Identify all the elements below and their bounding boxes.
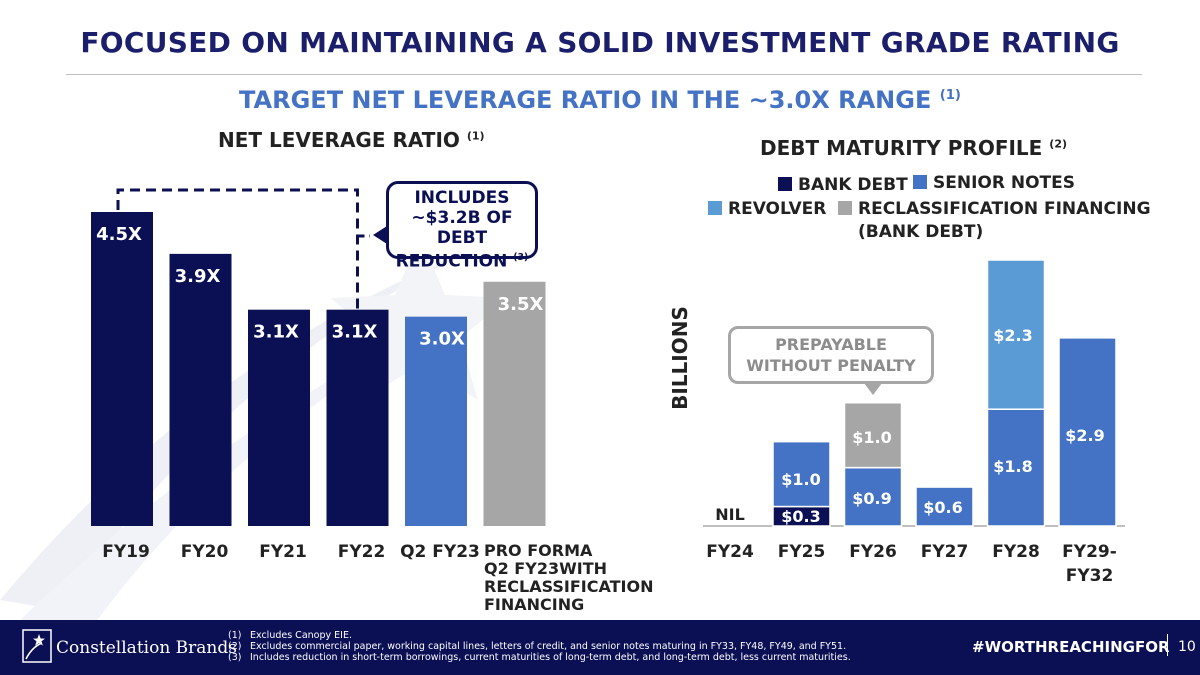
debt-category-label: FY29- <box>1062 542 1117 562</box>
reduction-bracket <box>116 188 359 318</box>
leverage-category-label: FY22 <box>338 542 386 562</box>
debt-value-label: $1.8 <box>993 457 1032 476</box>
footnote: (2) Excludes commercial paper, working ca… <box>228 641 847 652</box>
leverage-value-label: 3.1X <box>253 322 299 343</box>
debt-value-label: $0.6 <box>923 498 962 517</box>
debt-bar-segment <box>915 486 974 527</box>
leverage-value-label: 3.0X <box>419 329 465 350</box>
nil-label: NIL <box>715 505 745 524</box>
leverage-category-label: FY20 <box>181 542 229 562</box>
debt-value-label: $2.9 <box>1065 426 1104 445</box>
debt-y-axis-label: BILLIONS <box>668 306 692 410</box>
callout-line: ~$3.2B OF DEBT <box>411 208 513 248</box>
slide-subtitle: TARGET NET LEVERAGE RATIO IN THE ~3.0X R… <box>239 86 961 114</box>
brand-name: Constellation Brands <box>56 638 237 658</box>
leverage-bar <box>405 316 467 526</box>
legend-item-senior-notes: SENIOR NOTES <box>913 173 1075 193</box>
callout-line: REDUCTION (3) <box>395 251 529 272</box>
legend-swatch <box>708 201 722 215</box>
leverage-category-label: Q2 FY23 <box>400 542 480 562</box>
legend-item-revolver: REVOLVER <box>708 199 826 219</box>
debt-bar-segment <box>843 401 903 469</box>
leverage-category-label: FY21 <box>259 542 307 562</box>
slide-title: FOCUSED ON MAINTAINING A SOLID INVESTMEN… <box>80 26 1120 59</box>
leverage-value-label: 3.9X <box>175 266 221 287</box>
debt-category-label: FY26 <box>849 542 897 562</box>
debt-bar-segment <box>772 440 831 508</box>
debt-category-label: FY27 <box>921 542 969 562</box>
leverage-category-label: Q2 FY23WITH <box>484 559 607 578</box>
debt-value-label: $0.3 <box>781 507 820 526</box>
debt-value-label: $1.0 <box>781 470 820 489</box>
leverage-callout: INCLUDES ~$3.2B OF DEBT REDUCTION (3) <box>386 181 538 272</box>
debt-value-label: $0.9 <box>852 489 891 508</box>
leverage-bar <box>483 281 546 526</box>
legend-swatch <box>778 177 792 191</box>
leverage-value-label: 3.5X <box>498 294 544 315</box>
leverage-category-label: FY19 <box>102 542 150 562</box>
debt-category-label: FY32 <box>1066 566 1114 586</box>
leverage-bar <box>91 212 153 526</box>
footnotes: (1) Excludes Canopy EIE. (2) Excludes comm… <box>228 630 851 663</box>
legend-item-bank-debt: BANK DEBT <box>778 175 908 195</box>
legend-swatch <box>838 201 852 215</box>
leverage-category-label: PRO FORMA <box>484 541 593 560</box>
legend-swatch <box>913 175 927 189</box>
leverage-bar <box>326 309 389 526</box>
title-divider <box>66 74 1142 75</box>
footer-bar: Constellation Brands (1) Excludes Canopy … <box>0 620 1200 675</box>
prepayable-callout: PREPAYABLE WITHOUT PENALTY <box>728 326 934 384</box>
debt-category-label: FY28 <box>992 542 1040 562</box>
leverage-chart-title: NET LEVERAGE RATIO (1) <box>218 128 485 152</box>
leverage-bar <box>169 253 232 526</box>
debt-category-label: FY24 <box>706 542 754 562</box>
leverage-category-label: RECLASSIFICATION <box>484 577 653 596</box>
debt-value-label: $1.0 <box>852 428 891 447</box>
debt-bar-segment <box>986 408 1046 527</box>
leverage-callout-tail <box>373 226 387 244</box>
leverage-bar <box>248 309 310 526</box>
debt-bar-segment <box>1058 337 1117 527</box>
brand-logo-icon <box>22 629 52 663</box>
footnote: (3) Includes reduction in short-term borr… <box>228 652 851 663</box>
footnote: (1) Excludes Canopy EIE. <box>228 630 352 641</box>
hashtag: #WORTHREACHINGFOR <box>972 638 1170 656</box>
debt-value-label: $2.3 <box>993 326 1032 345</box>
callout-line: INCLUDES <box>414 188 510 208</box>
debt-chart-title: DEBT MATURITY PROFILE (2) <box>760 136 1068 160</box>
legend-item-reclassification-line2: (BANK DEBT) <box>858 222 984 242</box>
leverage-category-label: FINANCING <box>484 595 584 614</box>
debt-category-label: FY25 <box>778 542 826 562</box>
callout-line: PREPAYABLE <box>775 335 887 354</box>
callout-line: WITHOUT PENALTY <box>746 356 916 375</box>
leverage-value-label: 4.5X <box>96 224 142 245</box>
footer-separator <box>1167 634 1168 656</box>
leverage-value-label: 3.1X <box>332 322 378 343</box>
debt-bar-segment <box>843 466 903 527</box>
page-number: 10 <box>1178 639 1196 655</box>
debt-bar-segment <box>986 259 1046 410</box>
legend-item-reclassification: RECLASSIFICATION FINANCING <box>838 199 1151 219</box>
prepayable-callout-tail <box>864 383 882 395</box>
